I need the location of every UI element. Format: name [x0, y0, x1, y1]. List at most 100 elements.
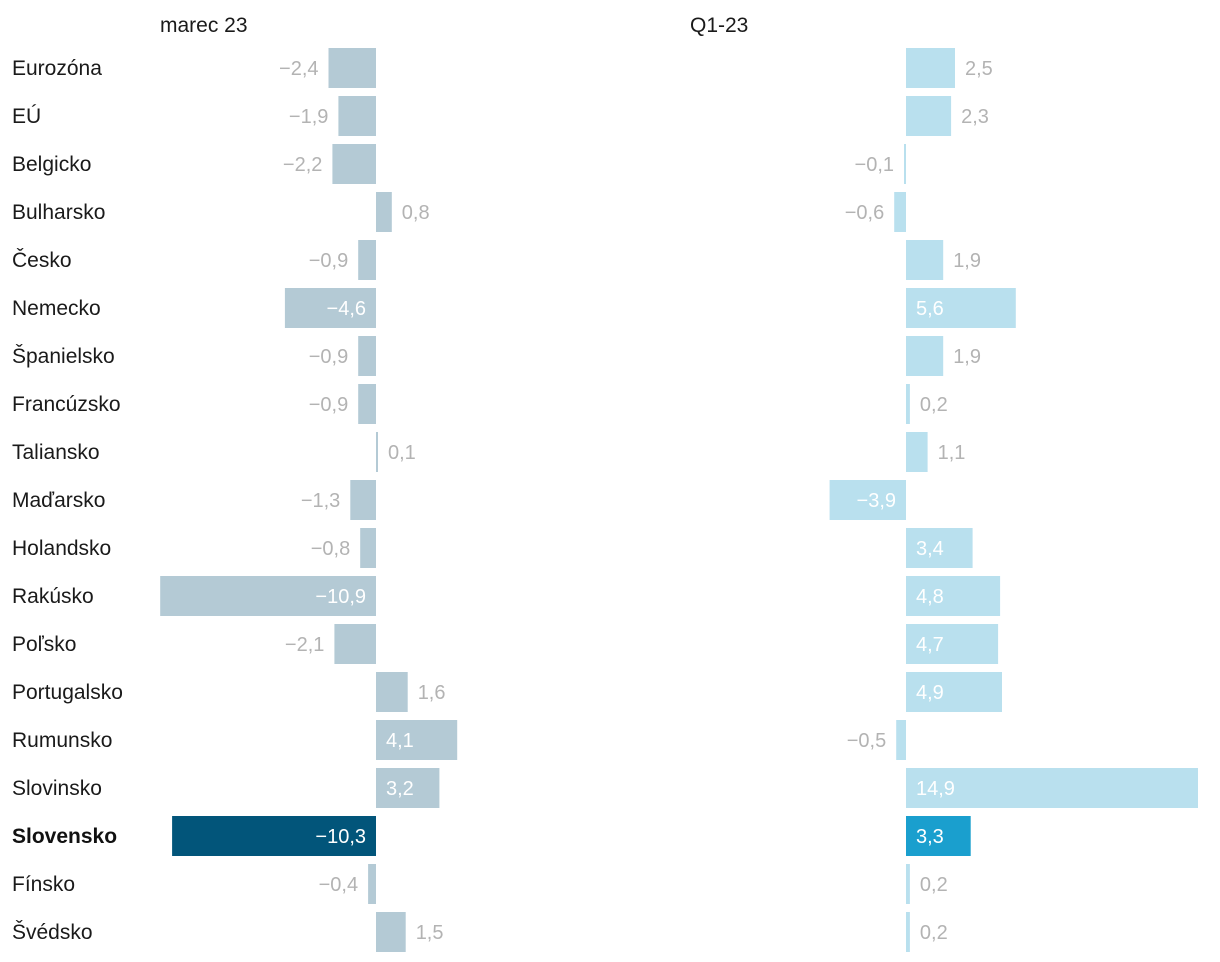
bar-label-0-eurozona: −2,4: [279, 58, 318, 80]
bar-0-finsko: [368, 864, 376, 904]
bar-1-nemecko: [906, 288, 1016, 328]
bar-1-rakusko: [906, 576, 1001, 616]
bar-0-polsko: [334, 624, 376, 664]
category-label-eurozona: Eurozóna: [12, 57, 102, 80]
bar-0-belgicko: [332, 144, 376, 184]
series-header-marec-23: marec 23: [160, 14, 248, 37]
category-label-portugalsko: Portugalsko: [12, 681, 123, 704]
bar-0-spanielsko: [358, 336, 376, 376]
bar-label-0-finsko: −0,4: [319, 874, 358, 896]
bar-label-1-eu: 2,3: [961, 106, 989, 128]
bar-0-portugalsko: [376, 672, 408, 712]
bar-label-0-holandsko: −0,8: [311, 538, 350, 560]
bar-label-0-eu: −1,9: [289, 106, 328, 128]
bar-1-madarsko: [829, 480, 906, 520]
bar-label-0-belgicko: −2,2: [283, 154, 322, 176]
bar-1-francuzsko: [906, 384, 910, 424]
bar-label-0-polsko: −2,1: [285, 634, 324, 656]
bar-1-slovensko: [906, 816, 971, 856]
series-marec-23-bars: −2,4 −1,9 −2,2 0,8 −0,9 −4,6 −0,9 −0,9 0,1 −1,3 −0…: [160, 48, 458, 952]
bar-1-eu: [906, 96, 952, 136]
bar-label-1-polsko: 4,7: [916, 634, 944, 656]
category-label-rumunsko: Rumunsko: [12, 729, 112, 752]
bar-label-0-bulharsko: 0,8: [402, 202, 430, 224]
bar-label-1-madarsko: −3,9: [857, 490, 896, 512]
bar-0-svedsko: [376, 912, 406, 952]
category-labels: Eurozóna EÚ Belgicko Bulharsko Česko Nemecko Š…: [12, 57, 123, 944]
bar-label-1-rakusko: 4,8: [916, 586, 944, 608]
bar-1-bulharsko: [894, 192, 906, 232]
bar-0-francuzsko: [358, 384, 376, 424]
category-label-holandsko: Holandsko: [12, 537, 111, 560]
bar-0-rakusko: [160, 576, 376, 616]
bar-label-0-slovensko: −10,3: [315, 826, 366, 848]
bar-label-1-cesko: 1,9: [953, 250, 981, 272]
bar-0-slovensko: [172, 816, 376, 856]
category-label-francuzsko: Francúzsko: [12, 393, 121, 416]
bar-1-spanielsko: [906, 336, 944, 376]
bar-1-polsko: [906, 624, 999, 664]
bar-0-eu: [338, 96, 376, 136]
bar-label-1-rumunsko: −0,5: [847, 730, 886, 752]
bar-0-taliansko: [376, 432, 378, 472]
bar-label-1-slovinsko: 14,9: [916, 778, 955, 800]
bar-label-1-nemecko: 5,6: [916, 298, 944, 320]
category-label-finsko: Fínsko: [12, 873, 75, 896]
category-label-bulharsko: Bulharsko: [12, 201, 105, 224]
bar-1-portugalsko: [906, 672, 1002, 712]
bar-label-0-slovinsko: 3,2: [386, 778, 414, 800]
category-label-rakusko: Rakúsko: [12, 585, 94, 608]
category-label-taliansko: Taliansko: [12, 441, 100, 464]
bar-label-0-madarsko: −1,3: [301, 490, 340, 512]
category-label-eu: EÚ: [12, 105, 41, 128]
bar-1-rumunsko: [896, 720, 906, 760]
bar-1-holandsko: [906, 528, 973, 568]
bar-label-1-holandsko: 3,4: [916, 538, 944, 560]
bar-label-0-cesko: −0,9: [309, 250, 348, 272]
bar-label-0-rakusko: −10,9: [315, 586, 366, 608]
bar-0-rumunsko: [376, 720, 458, 760]
bar-0-bulharsko: [376, 192, 392, 232]
category-label-belgicko: Belgicko: [12, 153, 91, 176]
bar-label-0-rumunsko: 4,1: [386, 730, 414, 752]
bar-label-1-portugalsko: 4,9: [916, 682, 944, 704]
bar-label-0-spanielsko: −0,9: [309, 346, 348, 368]
series-q1-23-bars: 2,5 2,3 −0,1 −0,6 1,9 5,6 1,9 0,2 1,1 −3,9 3,4 4,8 4…: [829, 48, 1198, 952]
bar-label-1-svedsko: 0,2: [920, 922, 948, 944]
category-label-nemecko: Nemecko: [12, 297, 101, 320]
bar-label-1-francuzsko: 0,2: [920, 394, 948, 416]
bar-label-1-spanielsko: 1,9: [953, 346, 981, 368]
category-label-svedsko: Švédsko: [12, 921, 93, 944]
bar-0-eurozona: [328, 48, 376, 88]
bar-label-1-bulharsko: −0,6: [845, 202, 884, 224]
bar-0-cesko: [358, 240, 376, 280]
bar-1-svedsko: [906, 912, 910, 952]
bar-label-1-taliansko: 1,1: [938, 442, 966, 464]
bar-0-madarsko: [350, 480, 376, 520]
series-header-q1-23: Q1-23: [690, 14, 748, 37]
category-label-polsko: Poľsko: [12, 633, 77, 656]
bar-label-1-finsko: 0,2: [920, 874, 948, 896]
category-label-spanielsko: Španielsko: [12, 345, 115, 368]
bar-label-1-slovensko: 3,3: [916, 826, 944, 848]
bar-label-0-svedsko: 1,5: [416, 922, 444, 944]
category-label-slovensko: Slovensko: [12, 825, 117, 848]
bar-1-belgicko: [904, 144, 906, 184]
bar-1-cesko: [906, 240, 944, 280]
bar-label-0-taliansko: 0,1: [388, 442, 416, 464]
bar-0-holandsko: [360, 528, 376, 568]
bar-1-finsko: [906, 864, 910, 904]
bar-label-0-francuzsko: −0,9: [309, 394, 348, 416]
category-label-madarsko: Maďarsko: [12, 489, 105, 512]
bar-0-nemecko: [284, 288, 376, 328]
bar-1-eurozona: [906, 48, 955, 88]
bar-label-0-nemecko: −4,6: [327, 298, 366, 320]
bar-label-1-eurozona: 2,5: [965, 58, 993, 80]
bar-label-0-portugalsko: 1,6: [418, 682, 446, 704]
bar-0-slovinsko: [376, 768, 440, 808]
bar-label-1-belgicko: −0,1: [855, 154, 894, 176]
category-label-cesko: Česko: [12, 249, 72, 272]
bar-1-taliansko: [906, 432, 928, 472]
category-label-slovinsko: Slovinsko: [12, 777, 102, 800]
